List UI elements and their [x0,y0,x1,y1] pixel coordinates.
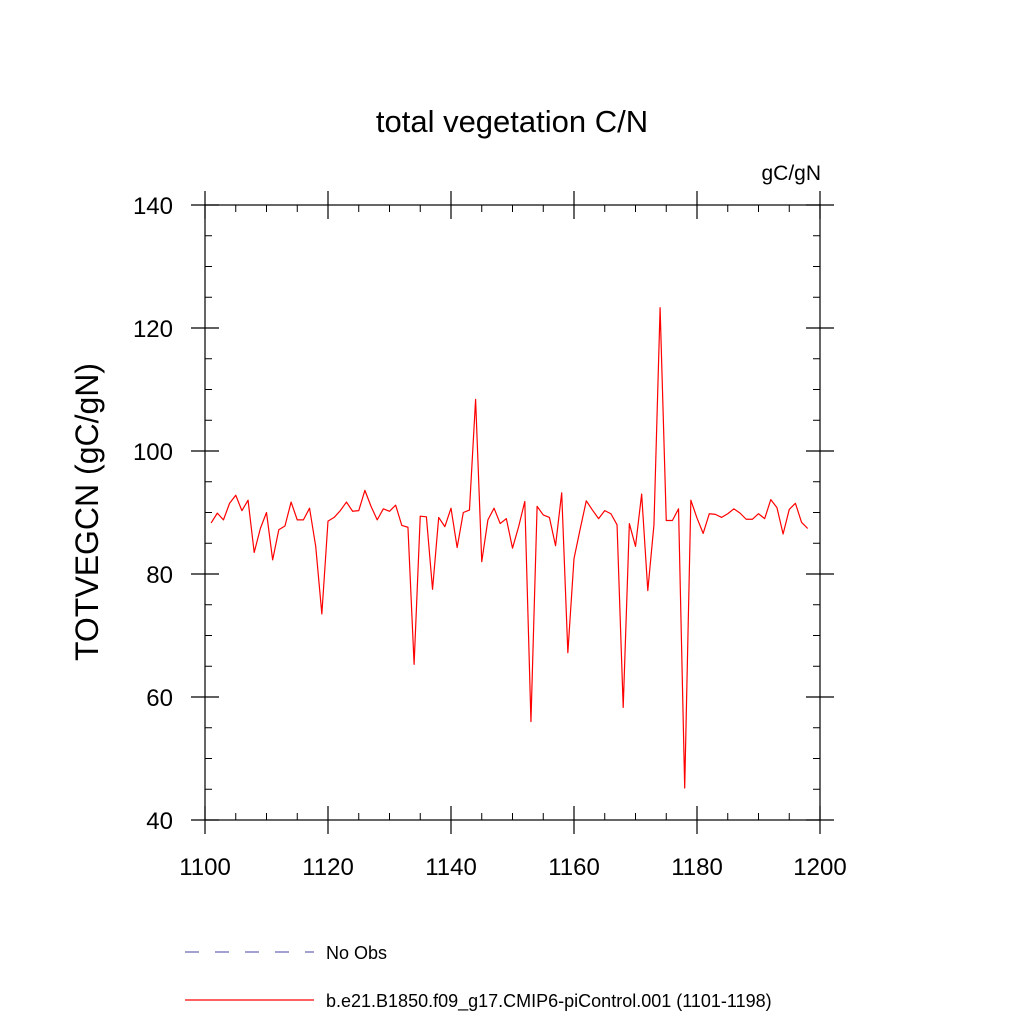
y-tick-label: 60 [146,685,173,712]
x-tick-label: 1140 [425,854,477,881]
tick-labels: 1100 1120 1140 1160 1180 1200 40 60 80 100 120 140 [133,193,847,881]
units-label: gC/gN [761,162,821,185]
y-axis-label: TOTVEGCN (gC/gN) [69,363,105,661]
series-lines [210,307,809,789]
y-tick-label: 80 [146,562,173,589]
y-tick-label: 120 [133,316,173,343]
x-tick-label: 1120 [302,854,354,881]
x-tick-label: 1100 [179,854,231,881]
legend-label-1: b.e21.B1850.f09_g17.CMIP6-piControl.001 … [326,991,772,1012]
y-tick-label: 40 [146,808,173,835]
legend-label-0: No Obs [326,943,387,963]
axis-ticks [191,191,834,834]
y-tick-label: 100 [133,439,173,466]
x-tick-label: 1180 [671,854,723,881]
x-tick-label: 1160 [548,854,600,881]
y-tick-label: 140 [133,193,173,220]
plot-frame [204,204,821,821]
series-line-1 [210,307,809,789]
x-tick-label: 1200 [793,854,846,881]
chart-title: total vegetation C/N [376,104,648,139]
legend: No Obs b.e21.B1850.f09_g17.CMIP6-piContro… [185,943,772,1012]
